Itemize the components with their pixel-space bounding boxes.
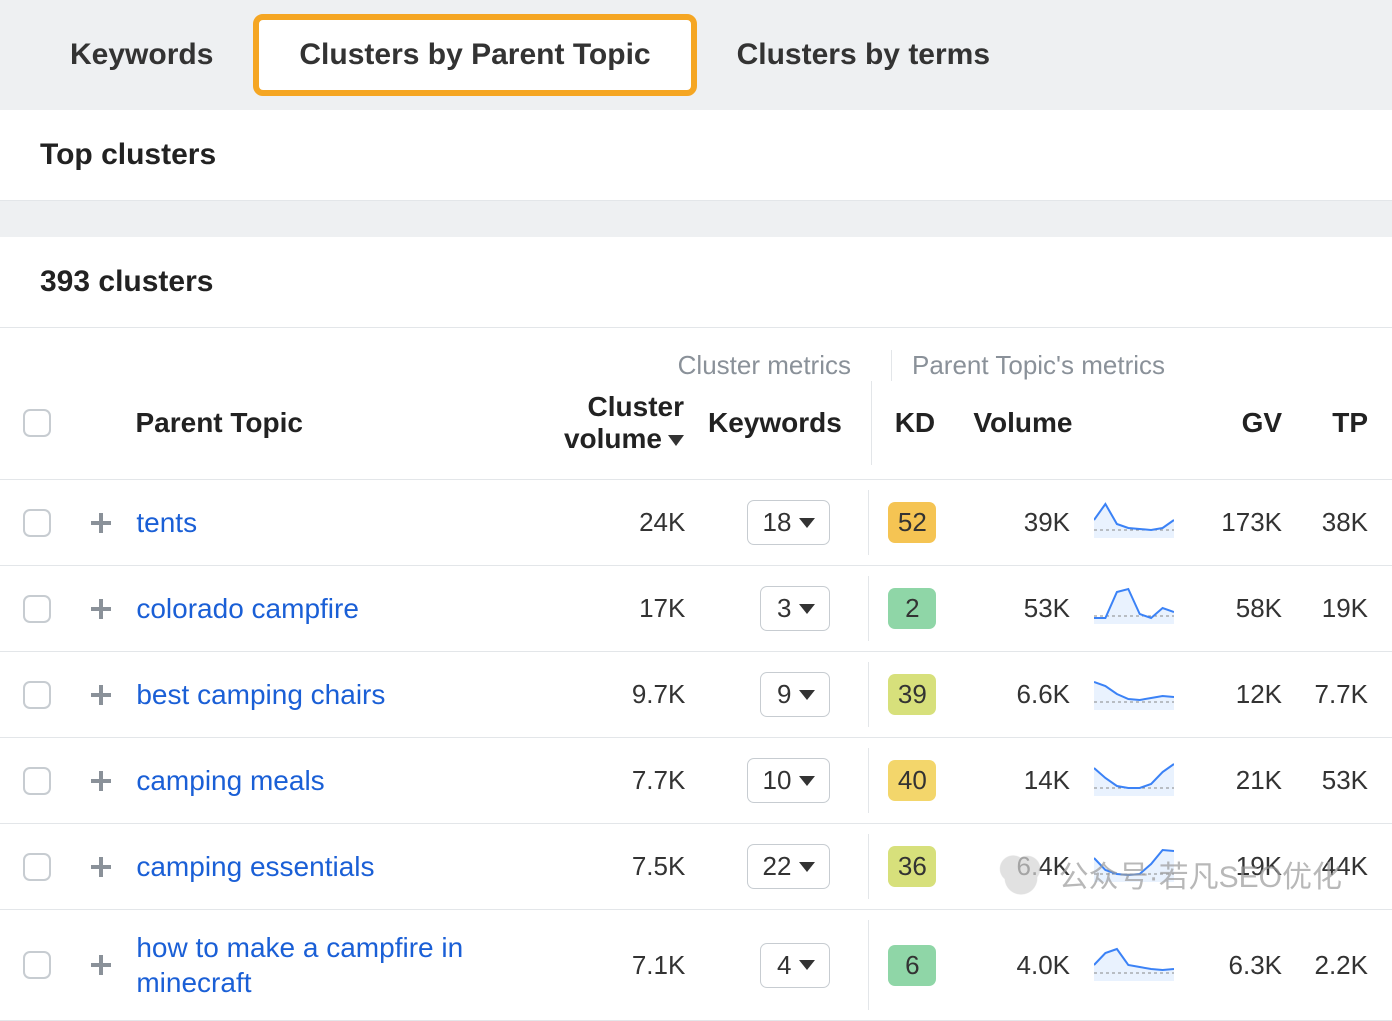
volume-sparkline [1082, 490, 1177, 555]
tab-clusters-parent-topic[interactable]: Clusters by Parent Topic [253, 14, 696, 96]
keywords-count: 10 [762, 765, 791, 796]
volume-value: 39K [955, 497, 1082, 548]
tp-value: 19K [1294, 583, 1392, 634]
row-checkbox[interactable] [23, 509, 51, 537]
expand-icon[interactable] [86, 594, 112, 624]
table-row: how to make a campfire in minecraft 7.1K… [0, 910, 1392, 1021]
expand-icon[interactable] [86, 508, 112, 538]
volume-value: 4.0K [955, 940, 1082, 991]
col-keywords[interactable]: Keywords [696, 397, 871, 449]
gv-value: 12K [1177, 669, 1294, 720]
row-checkbox[interactable] [23, 681, 51, 709]
volume-value: 53K [955, 583, 1082, 634]
superheader-parent-metrics: Parent Topic's metrics [892, 350, 1165, 381]
keywords-dropdown[interactable]: 18 [747, 500, 830, 545]
cluster-volume-value: 7.1K [493, 940, 697, 991]
chevron-down-icon [799, 862, 815, 872]
volume-sparkline [1082, 576, 1177, 641]
gv-value: 58K [1177, 583, 1294, 634]
kd-badge: 2 [888, 588, 936, 629]
select-all-checkbox[interactable] [23, 409, 51, 437]
chevron-down-icon [799, 604, 815, 614]
keywords-dropdown[interactable]: 9 [760, 672, 830, 717]
parent-topic-link[interactable]: camping meals [136, 765, 324, 796]
col-parent-topic[interactable]: Parent Topic [123, 397, 492, 449]
superheader-cluster-metrics: Cluster metrics [0, 350, 891, 381]
table-header-row: Parent Topic Cluster volume Keywords KD … [0, 381, 1392, 480]
kd-badge: 36 [888, 846, 936, 887]
cluster-volume-value: 24K [493, 497, 697, 548]
row-checkbox[interactable] [23, 951, 51, 979]
tp-value: 7.7K [1294, 669, 1392, 720]
kd-badge: 52 [888, 502, 936, 543]
keywords-count: 4 [777, 950, 791, 981]
parent-topic-link[interactable]: colorado campfire [136, 593, 359, 624]
keywords-dropdown[interactable]: 3 [760, 586, 830, 631]
expand-icon[interactable] [86, 950, 112, 980]
chevron-down-icon [799, 518, 815, 528]
row-checkbox[interactable] [23, 853, 51, 881]
gv-value: 173K [1177, 497, 1294, 548]
col-cluster-volume[interactable]: Cluster volume [492, 381, 696, 465]
col-kd[interactable]: KD [872, 397, 958, 449]
kd-badge: 39 [888, 674, 936, 715]
watermark-text: 公众号·若凡SEO优化 [1059, 852, 1342, 896]
row-checkbox[interactable] [23, 595, 51, 623]
volume-sparkline [1082, 748, 1177, 813]
cluster-volume-value: 7.7K [493, 755, 697, 806]
keywords-dropdown[interactable]: 22 [747, 844, 830, 889]
tab-clusters-terms[interactable]: Clusters by terms [697, 20, 1030, 90]
cluster-volume-value: 7.5K [493, 841, 697, 892]
table-row: camping meals 7.7K 10 40 14K 21K 53K [0, 738, 1392, 824]
volume-sparkline [1082, 933, 1177, 998]
table-row: colorado campfire 17K 3 2 53K 58K 19K [0, 566, 1392, 652]
cluster-volume-value: 17K [493, 583, 697, 634]
table-row: best camping chairs 9.7K 9 39 6.6K 12K 7… [0, 652, 1392, 738]
table-superheader: Cluster metrics Parent Topic's metrics [0, 328, 1392, 381]
col-tp[interactable]: TP [1294, 397, 1392, 449]
gv-value: 21K [1177, 755, 1294, 806]
watermark: 公众号·若凡SEO优化 [995, 848, 1342, 900]
volume-sparkline [1082, 662, 1177, 727]
keywords-dropdown[interactable]: 10 [747, 758, 830, 803]
tp-value: 38K [1294, 497, 1392, 548]
wechat-icon [995, 848, 1047, 900]
chevron-down-icon [799, 776, 815, 786]
keywords-dropdown[interactable]: 4 [760, 943, 830, 988]
keywords-count: 18 [762, 507, 791, 538]
chevron-down-icon [799, 690, 815, 700]
clusters-table: Cluster metrics Parent Topic's metrics P… [0, 327, 1392, 1021]
tp-value: 53K [1294, 755, 1392, 806]
parent-topic-link[interactable]: how to make a campfire in minecraft [136, 932, 463, 998]
col-cluster-volume-label: Cluster volume [564, 391, 684, 454]
keywords-count: 3 [777, 593, 791, 624]
col-volume[interactable]: Volume [958, 397, 1085, 449]
tp-value: 2.2K [1294, 940, 1392, 991]
kd-badge: 6 [888, 945, 936, 986]
volume-value: 6.6K [955, 669, 1082, 720]
row-checkbox[interactable] [23, 767, 51, 795]
parent-topic-link[interactable]: best camping chairs [136, 679, 385, 710]
kd-badge: 40 [888, 760, 936, 801]
tabs-bar: Keywords Clusters by Parent Topic Cluste… [0, 0, 1392, 110]
keywords-count: 22 [762, 851, 791, 882]
expand-icon[interactable] [86, 766, 112, 796]
parent-topic-link[interactable]: camping essentials [136, 851, 374, 882]
cluster-volume-value: 9.7K [493, 669, 697, 720]
section-title: Top clusters [0, 110, 1392, 201]
volume-value: 14K [955, 755, 1082, 806]
gv-value: 6.3K [1177, 940, 1294, 991]
keywords-count: 9 [777, 679, 791, 710]
chevron-down-icon [799, 960, 815, 970]
table-row: tents 24K 18 52 39K 173K 38K [0, 480, 1392, 566]
parent-topic-link[interactable]: tents [136, 507, 197, 538]
expand-icon[interactable] [86, 852, 112, 882]
tab-keywords[interactable]: Keywords [30, 20, 253, 90]
sort-desc-icon [668, 435, 684, 446]
col-gv[interactable]: GV [1177, 397, 1294, 449]
clusters-count: 393 clusters [0, 237, 1392, 327]
expand-icon[interactable] [86, 680, 112, 710]
